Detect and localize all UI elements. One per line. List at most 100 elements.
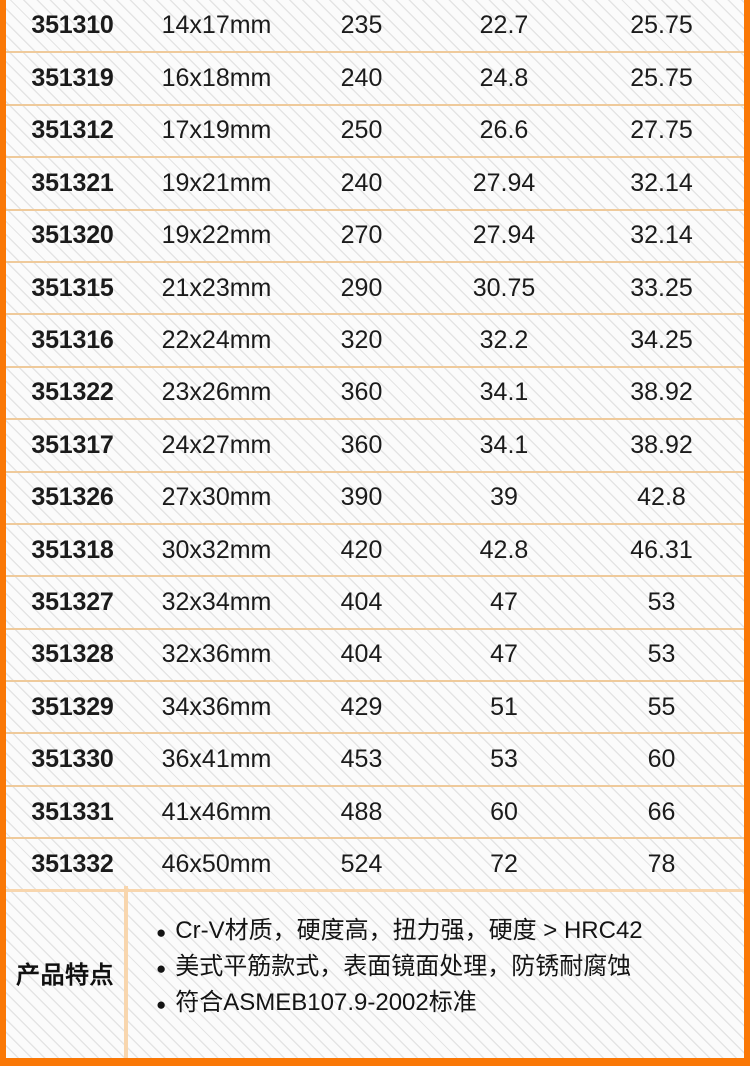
table-row: 351318 30x32mm 420 42.8 46.31	[6, 523, 744, 578]
feature-item: ● 美式平筋款式，表面镜面处理，防锈耐腐蚀	[156, 950, 744, 986]
cell-size: 30x32mm	[139, 523, 294, 578]
cell-size: 22x24mm	[139, 314, 294, 368]
table-row: 351331 41x46mm 488 60 66	[6, 785, 744, 840]
bullet-icon: ●	[156, 923, 167, 942]
cell-value-b: 46.31	[579, 523, 744, 578]
cell-length: 390	[294, 471, 429, 525]
cell-code: 351327	[6, 576, 139, 630]
right-accent-rule	[744, 0, 750, 1066]
feature-item-text: 美式平筋款式，表面镜面处理，防锈耐腐蚀	[175, 953, 632, 980]
cell-value-b: 53	[579, 628, 744, 683]
cell-length: 524	[294, 838, 429, 893]
table-row: 351321 19x21mm 240 27.94 32.14	[6, 157, 744, 211]
cell-size: 14x17mm	[139, 0, 294, 54]
table-row: 351322 23x26mm 360 34.1 38.92	[6, 366, 744, 421]
cell-code: 351331	[6, 785, 139, 840]
table-row: 351312 17x19mm 250 26.6 27.75	[6, 104, 744, 159]
cell-size: 34x36mm	[139, 681, 294, 735]
cell-value-a: 53	[429, 733, 579, 787]
cell-value-a: 47	[429, 576, 579, 630]
table-row: 351328 32x36mm 404 47 53	[6, 628, 744, 683]
table-row: 351320 19x22mm 270 27.94 32.14	[6, 209, 744, 263]
cell-value-b: 42.8	[579, 471, 744, 525]
cell-value-a: 51	[429, 681, 579, 735]
cell-code: 351329	[6, 681, 139, 735]
cell-code: 351310	[6, 0, 139, 54]
cell-length: 453	[294, 733, 429, 787]
cell-code: 351332	[6, 838, 139, 893]
table-row: 351316 22x24mm 320 32.2 34.25	[6, 314, 744, 368]
cell-value-a: 27.94	[429, 209, 579, 263]
cell-value-a: 34.1	[429, 366, 579, 421]
cell-length: 235	[294, 0, 429, 54]
cell-size: 23x26mm	[139, 366, 294, 421]
product-features-label: 产品特点	[16, 961, 114, 989]
cell-code: 351317	[6, 419, 139, 473]
cell-code: 351322	[6, 366, 139, 421]
cell-value-a: 32.2	[429, 314, 579, 368]
cell-length: 404	[294, 628, 429, 683]
cell-size: 24x27mm	[139, 419, 294, 473]
cell-size: 32x34mm	[139, 576, 294, 630]
cell-length: 320	[294, 314, 429, 368]
feature-item: ● Cr-V材质，硬度高，扭力强，硬度 > HRC42	[156, 914, 744, 950]
table-row: 351310 14x17mm 235 22.7 25.75	[6, 0, 744, 54]
cell-length: 250	[294, 104, 429, 159]
cell-length: 290	[294, 261, 429, 316]
cell-code: 351330	[6, 733, 139, 787]
cell-code: 351318	[6, 523, 139, 578]
feature-item-text: 符合ASMEB107.9-2002标准	[175, 989, 477, 1016]
table-row: 351326 27x30mm 390 39 42.8	[6, 471, 744, 525]
bottom-accent-rule	[0, 1058, 750, 1066]
product-features-list: ● Cr-V材质，硬度高，扭力强，硬度 > HRC42 ● 美式平筋款式，表面镜面处理…	[128, 886, 744, 1058]
table-row: 351329 34x36mm 429 51 55	[6, 681, 744, 735]
cell-size: 46x50mm	[139, 838, 294, 893]
cell-length: 429	[294, 681, 429, 735]
cell-code: 351316	[6, 314, 139, 368]
cell-value-b: 66	[579, 785, 744, 840]
cell-size: 27x30mm	[139, 471, 294, 525]
cell-value-a: 42.8	[429, 523, 579, 578]
feature-item: ● 符合ASMEB107.9-2002标准	[156, 986, 744, 1022]
cell-code: 351321	[6, 157, 139, 211]
cell-code: 351320	[6, 209, 139, 263]
cell-size: 19x22mm	[139, 209, 294, 263]
cell-code: 351319	[6, 52, 139, 106]
cell-value-b: 53	[579, 576, 744, 630]
cell-value-a: 72	[429, 838, 579, 893]
cell-value-b: 33.25	[579, 261, 744, 316]
cell-length: 240	[294, 52, 429, 106]
cell-size: 17x19mm	[139, 104, 294, 159]
cell-value-b: 38.92	[579, 419, 744, 473]
cell-size: 16x18mm	[139, 52, 294, 106]
cell-size: 21x23mm	[139, 261, 294, 316]
cell-value-b: 78	[579, 838, 744, 893]
feature-item-text: Cr-V材质，硬度高，扭力强，硬度 > HRC42	[175, 917, 643, 944]
table-row: 351315 21x23mm 290 30.75 33.25	[6, 261, 744, 316]
cell-value-b: 27.75	[579, 104, 744, 159]
cell-code: 351312	[6, 104, 139, 159]
cell-code: 351328	[6, 628, 139, 683]
cell-length: 404	[294, 576, 429, 630]
table-row: 351317 24x27mm 360 34.1 38.92	[6, 419, 744, 473]
cell-value-b: 32.14	[579, 209, 744, 263]
cell-length: 240	[294, 157, 429, 211]
cell-code: 351326	[6, 471, 139, 525]
cell-value-a: 22.7	[429, 0, 579, 54]
cell-value-b: 34.25	[579, 314, 744, 368]
cell-value-a: 34.1	[429, 419, 579, 473]
cell-value-a: 39	[429, 471, 579, 525]
cell-value-b: 32.14	[579, 157, 744, 211]
cell-size: 36x41mm	[139, 733, 294, 787]
cell-code: 351315	[6, 261, 139, 316]
cell-length: 360	[294, 366, 429, 421]
cell-length: 360	[294, 419, 429, 473]
cell-value-a: 26.6	[429, 104, 579, 159]
cell-length: 420	[294, 523, 429, 578]
cell-size: 32x36mm	[139, 628, 294, 683]
cell-value-a: 27.94	[429, 157, 579, 211]
cell-length: 488	[294, 785, 429, 840]
cell-length: 270	[294, 209, 429, 263]
cell-value-a: 24.8	[429, 52, 579, 106]
